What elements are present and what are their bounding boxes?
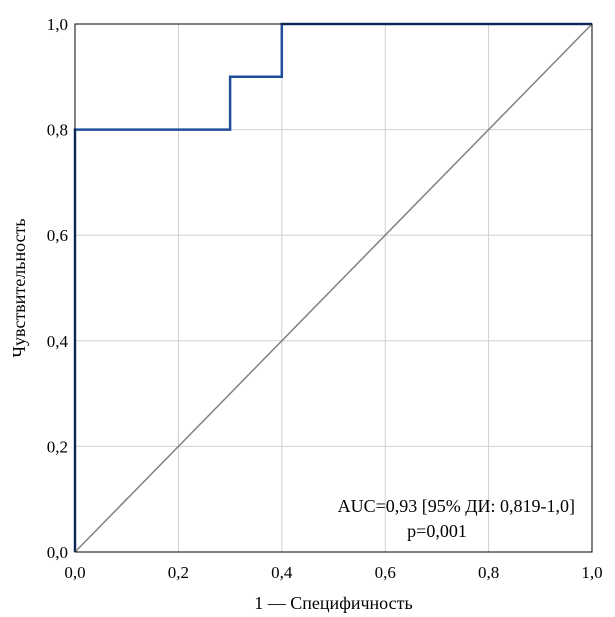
x-tick-label: 0,8 xyxy=(478,563,499,582)
series-lines xyxy=(73,22,593,553)
x-tick-label: 0,0 xyxy=(64,563,85,582)
x-tick-labels: 0,0 0,2 0,4 0,6 0,8 1,0 xyxy=(64,563,602,582)
auc-annotation: AUC=0,93 [95% ДИ: 0,819-1,0] xyxy=(338,496,575,516)
x-tick-label: 0,2 xyxy=(168,563,189,582)
x-tick-label: 1,0 xyxy=(581,563,602,582)
y-axis-title: Чувствительность xyxy=(9,218,29,357)
x-tick-label: 0,4 xyxy=(271,563,293,582)
y-tick-label: 0,0 xyxy=(47,543,68,562)
p-value-annotation: p=0,001 xyxy=(407,521,467,541)
y-tick-label: 0,2 xyxy=(47,437,68,456)
y-tick-label: 0,6 xyxy=(47,226,68,245)
plot-frame xyxy=(74,23,593,553)
x-axis-title: 1 — Специфичность xyxy=(254,593,412,613)
y-tick-labels: 0,0 0,2 0,4 0,6 0,8 1,0 xyxy=(47,15,69,562)
y-tick-label: 0,4 xyxy=(47,332,69,351)
grid xyxy=(75,24,592,552)
reference-diagonal xyxy=(74,23,593,553)
y-tick-label: 1,0 xyxy=(47,15,68,34)
x-tick-label: 0,6 xyxy=(375,563,396,582)
y-tick-label: 0,8 xyxy=(47,121,68,140)
